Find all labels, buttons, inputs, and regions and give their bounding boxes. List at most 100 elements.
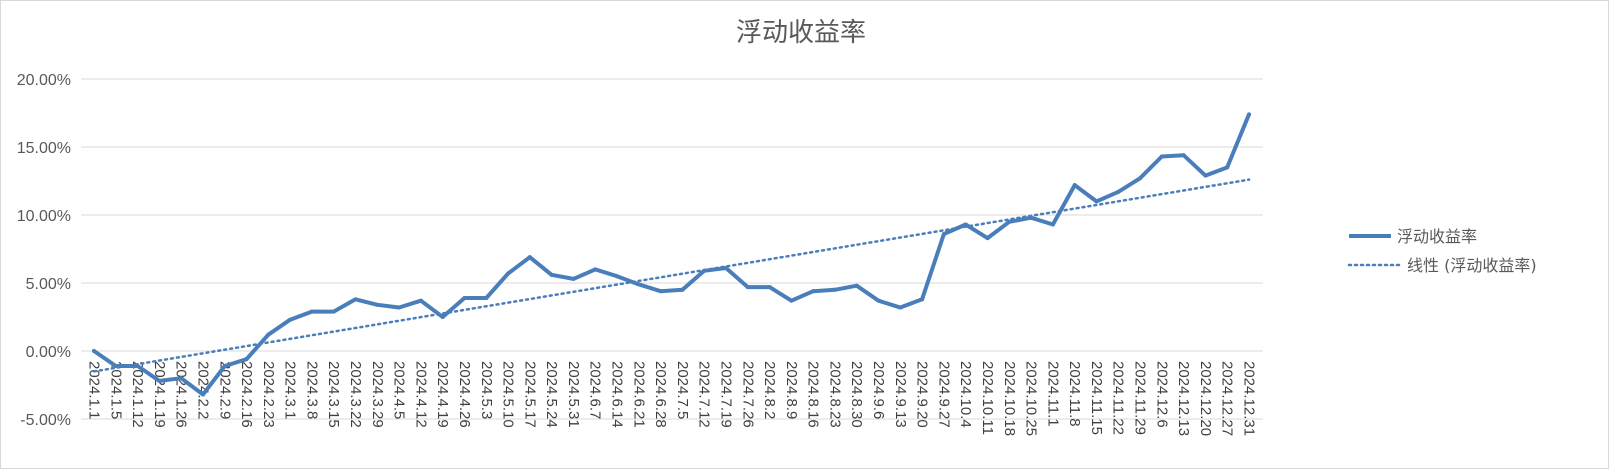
data-point (266, 332, 271, 337)
x-tick-label: 2024.1.5 (107, 361, 124, 419)
data-point (571, 276, 576, 281)
data-point (375, 302, 380, 307)
x-tick-label: 2024.9.6 (870, 361, 887, 419)
data-point (418, 298, 423, 303)
data-point (462, 295, 467, 300)
y-tick-label: 0.00% (26, 344, 71, 361)
y-axis-ticks: -5.00% 0.00% 5.00% 10.00% 15.00% 20.00% (17, 72, 71, 429)
data-point (440, 315, 445, 319)
data-point (985, 236, 990, 241)
x-tick-label: 2024.2.9 (216, 361, 233, 419)
x-tick-label: 2024.3.29 (369, 361, 386, 428)
data-point (876, 298, 881, 303)
x-axis-ticks: 2024.1.1 2024.1.5 2024.1.12 2024.1.19 2024.1… (86, 361, 1258, 436)
data-point (702, 268, 707, 273)
data-point (789, 298, 794, 303)
x-tick-label: 2024.1.12 (129, 361, 146, 428)
x-tick-label: 2024.6.14 (609, 361, 626, 428)
data-point (723, 266, 728, 271)
data-point (854, 283, 859, 288)
data-point (767, 285, 772, 290)
x-tick-label: 2024.4.19 (434, 361, 451, 428)
x-tick-label: 2024.1.1 (86, 361, 103, 419)
x-tick-label: 2024.8.30 (848, 361, 865, 428)
x-tick-label: 2024.3.8 (303, 361, 320, 419)
data-point (331, 309, 336, 314)
data-point (244, 357, 249, 362)
data-point (1181, 153, 1186, 158)
data-point (1225, 165, 1230, 170)
x-tick-label: 2024.3.22 (347, 361, 364, 428)
x-tick-label: 2024.2.23 (260, 361, 277, 428)
data-point (527, 255, 532, 260)
data-point (898, 305, 903, 310)
chart-title: 浮动收益率 (736, 18, 866, 48)
x-tick-label: 2024.6.21 (630, 361, 647, 428)
x-tick-label: 2024.12.27 (1219, 361, 1236, 436)
x-tick-label: 2024.7.26 (739, 361, 756, 428)
data-point (92, 349, 96, 353)
x-tick-label: 2024.6.7 (587, 361, 604, 419)
x-tick-label: 2024.8.23 (826, 361, 843, 428)
y-tick-label: -5.00% (20, 412, 71, 429)
data-point (309, 309, 314, 314)
trendline (92, 178, 1251, 373)
data-point (1247, 112, 1251, 117)
x-tick-label: 2024.11.1 (1044, 361, 1061, 427)
data-point (288, 317, 293, 322)
x-tick-label: 2024.11.22 (1110, 361, 1127, 435)
data-point (1116, 189, 1121, 194)
data-point (222, 363, 227, 368)
x-tick-label: 2024.5.24 (543, 361, 560, 428)
data-point (549, 272, 554, 277)
data-point (397, 305, 402, 310)
x-tick-label: 2024.12.31 (1241, 361, 1258, 436)
y-tick-label: 15.00% (17, 140, 71, 157)
data-point (1159, 154, 1164, 159)
data-point (745, 285, 750, 290)
x-tick-label: 2024.9.27 (935, 361, 952, 428)
data-point (832, 287, 837, 292)
trendline-layer (92, 178, 1251, 373)
legend: 浮动收益率 线性 (浮动收益率) (1347, 227, 1537, 275)
data-point (615, 274, 620, 279)
x-tick-label: 2024.5.10 (500, 361, 517, 428)
x-tick-label: 2024.3.1 (282, 361, 299, 419)
x-tick-label: 2024.10.18 (1001, 361, 1018, 436)
data-point (941, 232, 946, 237)
data-point (680, 287, 685, 292)
data-point (636, 282, 641, 287)
y-tick-label: 20.00% (17, 72, 71, 89)
legend-label-series: 浮动收益率 (1397, 227, 1477, 246)
x-tick-label: 2024.12.20 (1197, 361, 1214, 436)
data-point (353, 297, 358, 302)
data-point (593, 267, 598, 272)
x-tick-label: 2024.3.15 (325, 361, 342, 428)
x-tick-label: 2024.8.2 (761, 361, 778, 419)
data-point (506, 271, 511, 276)
x-tick-label: 2024.5.17 (521, 361, 538, 428)
data-point (963, 222, 968, 227)
data-point (113, 363, 118, 368)
data-point (1138, 176, 1143, 181)
x-tick-label: 2024.1.19 (151, 361, 168, 428)
data-point (200, 392, 205, 397)
data-point (157, 378, 162, 383)
series-layer (92, 112, 1251, 397)
y-tick-label: 5.00% (26, 276, 71, 293)
x-tick-label: 2024.9.20 (914, 361, 931, 428)
x-tick-label: 2024.4.26 (456, 361, 473, 428)
x-tick-label: 2024.8.16 (805, 361, 822, 428)
x-tick-label: 2024.8.9 (783, 361, 800, 419)
x-tick-label: 2024.1.26 (173, 361, 190, 428)
x-tick-label: 2024.9.13 (892, 361, 909, 428)
x-tick-label: 2024.12.6 (1153, 361, 1170, 428)
x-tick-label: 2024.10.11 (979, 361, 996, 435)
x-tick-label: 2024.2.16 (238, 361, 255, 428)
data-point (179, 376, 184, 381)
legend-label-trendline: 线性 (浮动收益率) (1407, 256, 1537, 275)
x-tick-label: 2024.7.12 (696, 361, 713, 428)
y-tick-label: 10.00% (17, 208, 71, 225)
